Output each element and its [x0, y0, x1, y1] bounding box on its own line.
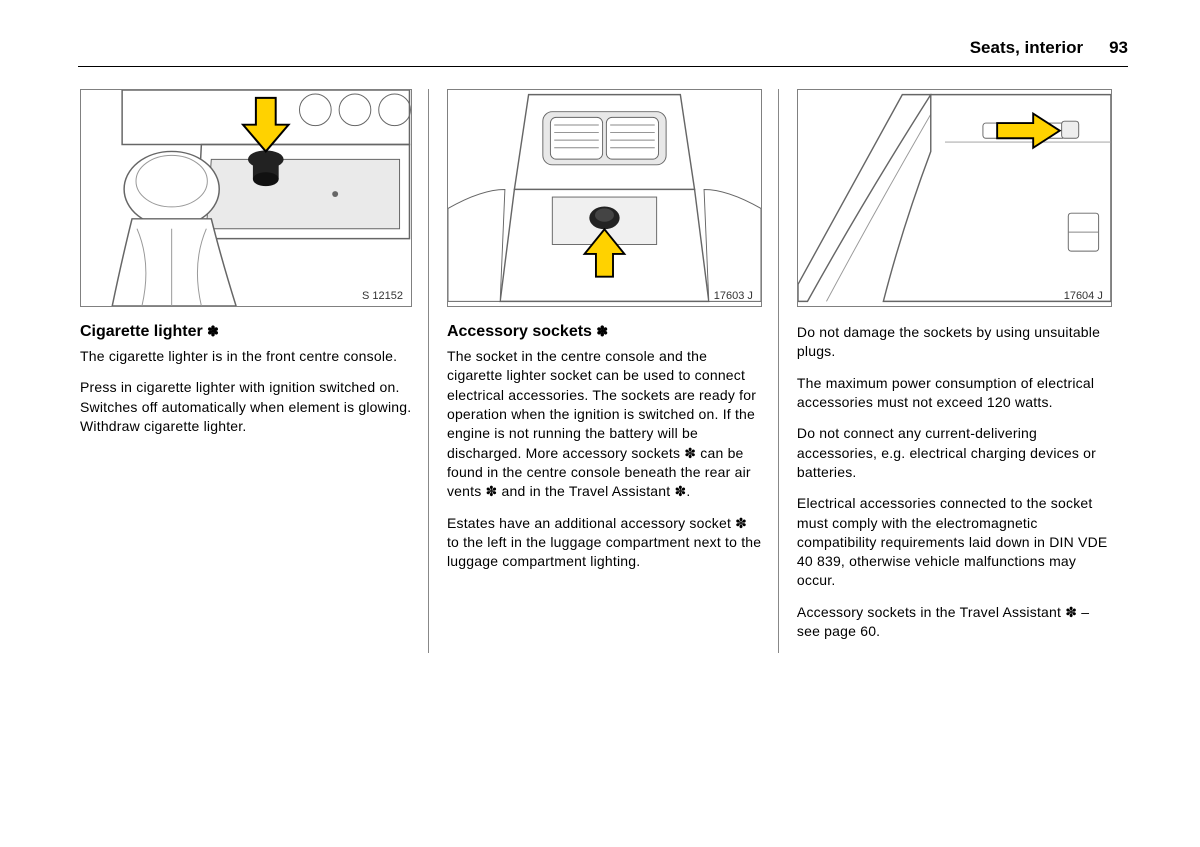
col3-para-1: Do not damage the sockets by using unsui… — [797, 323, 1112, 362]
option-symbol-icon: ✽ — [486, 482, 498, 501]
col2-para-2: Estates have an additional accessory soc… — [447, 514, 762, 572]
heading-text: Cigarette lighter — [80, 323, 203, 340]
page-root: Seats, interior 93 — [0, 0, 1200, 683]
heading-text: Accessory sockets — [447, 323, 592, 340]
column-1: S 12152 Cigarette lighter ✽ The cigarett… — [78, 89, 428, 653]
header-section-title: Seats, interior — [970, 38, 1083, 58]
option-symbol-icon: ✽ — [684, 444, 696, 463]
illustration-accessory-socket-console: 17603 J — [447, 89, 762, 307]
option-symbol-icon: ✽ — [596, 323, 608, 340]
arrow-indicator-icon — [243, 98, 289, 152]
col1-para-1: The cigarette lighter is in the front ce… — [80, 347, 412, 366]
heading-accessory-sockets: Accessory sockets ✽ — [447, 323, 762, 341]
illus-caption-3: 17604 J — [1064, 290, 1103, 302]
heading-cigarette-lighter: Cigarette lighter ✽ — [80, 323, 412, 341]
text-span: to the left in the luggage compartment n… — [447, 534, 761, 569]
illus-svg-3 — [798, 90, 1111, 306]
text-span: Estates have an additional accessory soc… — [447, 515, 735, 531]
text-span: . — [686, 483, 690, 499]
text-span: Accessory sockets in the Travel Assistan… — [797, 604, 1065, 620]
col3-para-4: Electrical accessories connected to the … — [797, 494, 1112, 591]
illus-svg-1 — [81, 90, 411, 306]
col3-para-5: Accessory sockets in the Travel Assistan… — [797, 603, 1112, 642]
col2-para-1: The socket in the centre console and the… — [447, 347, 762, 502]
option-symbol-icon: ✽ — [207, 323, 219, 340]
col3-para-2: The maximum power consumption of electri… — [797, 374, 1112, 413]
option-symbol-icon: ✽ — [1065, 603, 1077, 622]
option-symbol-icon: ✽ — [674, 482, 686, 501]
col3-para-3: Do not connect any current-delivering ac… — [797, 424, 1112, 482]
illustration-accessory-socket-luggage: 17604 J — [797, 89, 1112, 307]
illus-caption-1: S 12152 — [362, 290, 403, 302]
column-3: 17604 J Do not damage the sockets by usi… — [778, 89, 1128, 653]
content-columns: S 12152 Cigarette lighter ✽ The cigarett… — [78, 89, 1128, 653]
illustration-cigarette-lighter: S 12152 — [80, 89, 412, 307]
header-page-number: 93 — [1109, 38, 1128, 58]
page-header: Seats, interior 93 — [78, 38, 1128, 67]
option-symbol-icon: ✽ — [735, 514, 747, 533]
text-span: and in the Travel Assistant — [497, 483, 674, 499]
col1-para-2: Press in cigarette lighter with ignition… — [80, 378, 412, 436]
illus-svg-2 — [448, 90, 761, 306]
column-2: 17603 J Accessory sockets ✽ The socket i… — [428, 89, 778, 653]
illus-caption-2: 17603 J — [714, 290, 753, 302]
